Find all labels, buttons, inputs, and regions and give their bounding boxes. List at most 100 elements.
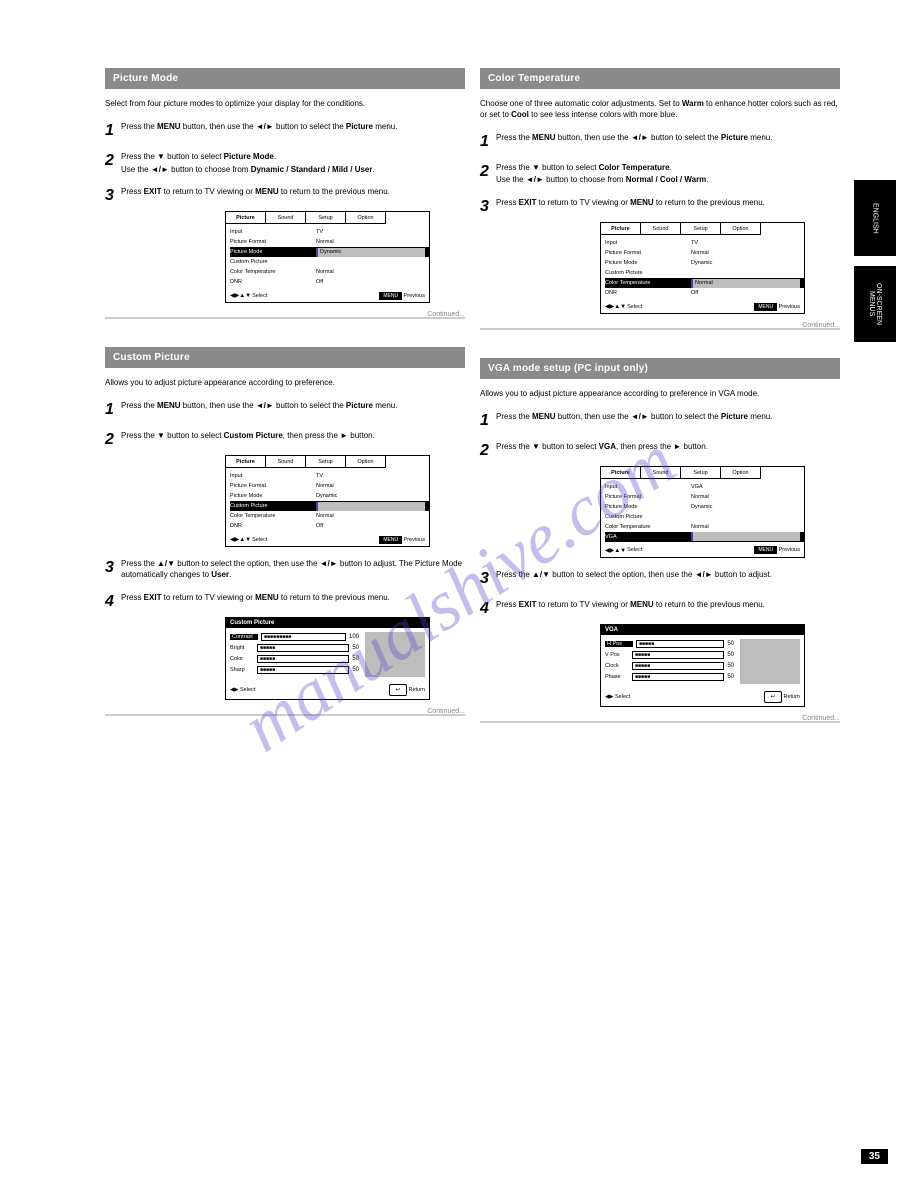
osd-val: Off [691,290,698,296]
osd-picture-mode: Picture Sound Setup Option InputTV Pictu… [225,211,430,303]
section-title-picture-mode: Picture Mode [105,68,465,89]
osd-tab: Option [721,467,761,479]
osd-footer-label: Select [627,547,642,553]
return-icon: ↩ [764,691,782,703]
osd-tab: Sound [266,212,306,224]
nav-arrows-icon: ◀▶▲▼ [605,303,626,310]
step: 1 Press the MENU button, then use the ◄/… [480,412,840,430]
continued-divider: Continued... [105,714,465,716]
step-number: 2 [105,152,121,176]
osd-tab: Setup [681,467,721,479]
osd-key: DNR [230,523,316,529]
step: 3 Press EXIT to return to TV viewing or … [105,187,465,205]
osd-tab: Setup [681,223,721,235]
osd-tab: Sound [266,456,306,468]
osd-key: Color Temperature [230,269,316,275]
osd-val: Normal [691,524,709,530]
osd-footer-label: Select [240,687,255,693]
step-lead: Press the ▼ button to select Color Tempe… [496,163,709,174]
osd-key-hl: Color Temperature [605,280,691,286]
section-title-custom-picture: Custom Picture [105,347,465,368]
step-number: 2 [105,431,121,449]
step: 2 Press the ▼ button to select VGA, then… [480,442,840,460]
osd-sub-bar: ■■■■■ [257,666,349,674]
step: 3 Press the ▲/▼ button to select the opt… [105,559,465,581]
step-number: 3 [105,187,121,205]
osd-sub-num: 50 [352,667,359,673]
osd-tabs: Picture Sound Setup Option [226,456,429,468]
step-number: 1 [480,133,496,151]
osd-sub-key: H Pos [605,641,633,647]
osd-tab: Option [346,456,386,468]
step-number: 3 [105,559,121,581]
right-column: Color Temperature Choose one of three au… [480,68,840,723]
osd-key-hl: Custom Picture [230,503,316,509]
osd-tabs: Picture Sound Setup Option [601,467,804,479]
osd-val-hl: Normal [691,279,800,288]
intro-custom-picture: Allows you to adjust picture appearance … [105,378,465,389]
osd-tab: Setup [306,456,346,468]
osd-key-hl: Picture Mode [230,249,316,255]
osd-key: DNR [605,290,691,296]
osd-sub-custom-picture: Custom Picture Contrast■■■■■■■■■100 Brig… [225,617,430,700]
osd-val: TV [316,473,323,479]
osd-footer-btn: MENU [754,303,777,311]
osd-key: Custom Picture [230,259,316,265]
osd-key: Picture Format [230,483,316,489]
osd-tab: Picture [226,456,266,468]
osd-footer-label: Select [627,304,642,310]
osd-val: Dynamic [691,260,712,266]
step: 1 Press the MENU button, then use the ◄/… [105,122,465,140]
osd-key: Picture Mode [605,504,691,510]
osd-val: Normal [316,239,334,245]
osd-tab: Option [721,223,761,235]
step: 2 Press the ▼ button to select Color Tem… [480,163,840,187]
osd-sub-bar: ■■■■■ [257,644,349,652]
side-tabs: ENGLISH ON-SCREEN MENUS [854,180,896,352]
osd-key: Input [605,484,691,490]
osd-tab: Picture [226,212,266,224]
osd-val: VGA [691,484,703,490]
osd-sub-num: 50 [352,645,359,651]
osd-key: Input [230,229,316,235]
osd-sub-key: Contrast [230,634,258,640]
step-body: Press the MENU button, then use the ◄/► … [496,133,772,151]
continued-label: Continued... [427,708,465,715]
osd-val: Normal [316,269,334,275]
step: 2 Press the ▼ button to select Picture M… [105,152,465,176]
osd-tab: Setup [306,212,346,224]
osd-sub-bar: ■■■■■■■■■ [261,633,346,641]
left-column: Picture Mode Select from four picture mo… [105,68,465,716]
step-body: Press the ▲/▼ button to select the optio… [496,570,772,588]
continued-label: Continued... [427,311,465,318]
osd-custom-picture: Picture Sound Setup Option InputTV Pictu… [225,455,430,547]
osd-val: TV [316,229,323,235]
step-number: 3 [480,198,496,216]
osd-footer-label: Return [408,687,425,693]
osd-val-hl [691,532,800,541]
step-number: 1 [105,122,121,140]
osd-preview-box [740,639,800,684]
page-number: 35 [861,1149,888,1164]
osd-sub-key: Clock [605,663,629,669]
step-body: Press the MENU button, then use the ◄/► … [121,122,397,140]
osd-sub-num: 50 [352,656,359,662]
step-body: Press EXIT to return to TV viewing or ME… [121,593,390,611]
osd-tab: Sound [641,223,681,235]
step-body: Press EXIT to return to TV viewing or ME… [121,187,390,205]
osd-footer-btn: MENU [754,546,777,554]
osd-footer-label: Previous [404,537,425,543]
osd-sub-bar: ■■■■■ [636,640,724,648]
step: 3 Press EXIT to return to TV viewing or … [480,198,840,216]
osd-val: Dynamic [316,493,337,499]
osd-sub-key: Color [230,656,254,662]
osd-color-temp: Picture Sound Setup Option InputTV Pictu… [600,222,805,314]
osd-sub-num: 50 [727,663,734,669]
step: 2 Press the ▼ button to select Custom Pi… [105,431,465,449]
osd-sub-title: VGA [601,625,804,635]
nav-arrows-icon: ◀▶▲▼ [230,292,251,299]
osd-key: Picture Format [230,239,316,245]
osd-val: Off [316,279,323,285]
osd-val-hl [316,502,425,511]
osd-val: TV [691,240,698,246]
